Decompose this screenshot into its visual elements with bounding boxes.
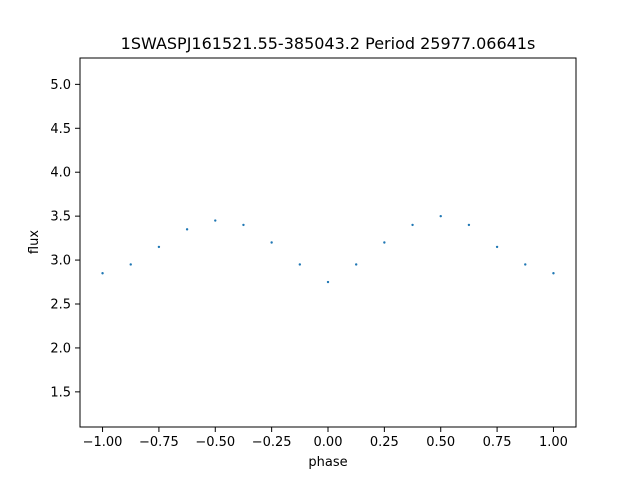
scatter-point bbox=[157, 245, 161, 249]
y-axis-label: flux bbox=[27, 230, 42, 254]
y-tick-label: 4.0 bbox=[50, 166, 71, 181]
x-tick-label: 0.25 bbox=[370, 435, 399, 450]
scatter-point bbox=[214, 219, 217, 222]
y-tick-label: 1.5 bbox=[50, 385, 71, 400]
x-tick-label: 0.50 bbox=[426, 435, 455, 450]
x-tick-label: −0.25 bbox=[252, 435, 292, 450]
scatter-point bbox=[129, 263, 132, 266]
x-tick-label: −0.75 bbox=[139, 435, 179, 450]
y-axis-ticks: 1.5 2.0 2.5 3.0 3.5 4.0 4.5 5.0 bbox=[50, 78, 80, 400]
y-tick-label: 2.5 bbox=[50, 298, 71, 313]
x-tick-label: 1.00 bbox=[539, 435, 568, 450]
y-tick-label: 5.0 bbox=[50, 78, 71, 93]
x-tick-label: −0.50 bbox=[195, 435, 235, 450]
y-tick-label: 4.5 bbox=[50, 122, 71, 137]
x-axis-label: phase bbox=[308, 455, 347, 470]
scatter-points bbox=[101, 214, 555, 284]
scatter-point bbox=[185, 228, 189, 231]
scatter-point bbox=[242, 223, 245, 227]
x-axis-ticks: −1.00 −0.75 −0.50 −0.25 0.00 0.25 0.50 0.75 1.00 bbox=[83, 427, 568, 450]
y-tick-label: 2.0 bbox=[50, 341, 71, 356]
scatter-point bbox=[101, 272, 104, 275]
chart-title: 1SWASPJ161521.55-385043.2 Period 25977.0… bbox=[121, 34, 536, 53]
scatter-point bbox=[467, 223, 471, 227]
scatter-point bbox=[326, 280, 330, 284]
scatter-point bbox=[552, 272, 555, 275]
y-tick-label: 3.5 bbox=[50, 210, 71, 225]
scatter-point bbox=[524, 263, 527, 266]
x-tick-label: 0.00 bbox=[314, 435, 343, 450]
y-tick-label: 3.0 bbox=[50, 254, 71, 269]
x-tick-label: 0.75 bbox=[483, 435, 512, 450]
scatter-point bbox=[298, 263, 302, 266]
scatter-point bbox=[495, 245, 499, 249]
scatter-point bbox=[411, 223, 414, 227]
scatter-point bbox=[354, 263, 358, 266]
scatter-point bbox=[383, 241, 386, 244]
scatter-point bbox=[270, 241, 273, 244]
x-tick-label: −1.00 bbox=[83, 435, 123, 450]
scatter-point bbox=[439, 214, 442, 218]
